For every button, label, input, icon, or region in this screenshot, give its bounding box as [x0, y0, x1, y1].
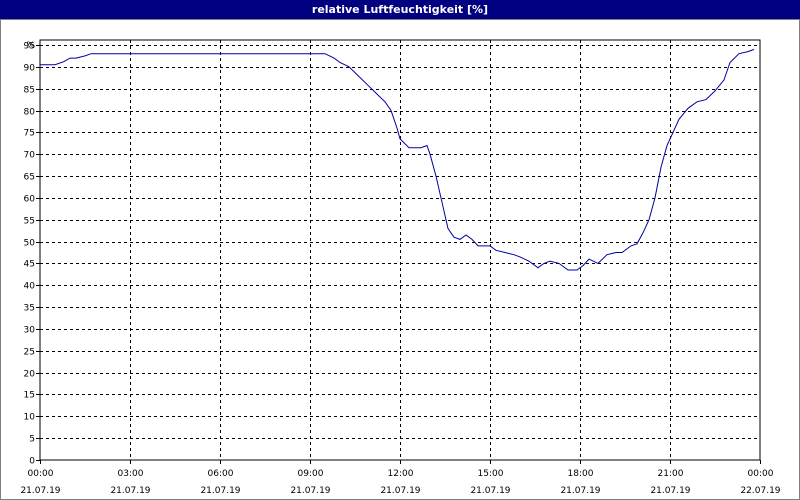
y-tick-label: 70 [24, 151, 36, 161]
y-tick-label: 90 [24, 64, 36, 74]
y-tick-label: 5 [29, 435, 35, 445]
x-tick-date-label: 21.07.19 [470, 486, 510, 496]
x-tick-date-label: 21.07.19 [110, 486, 150, 496]
y-tick-label: 75 [24, 129, 35, 139]
y-tick-label: 40 [24, 282, 36, 292]
x-tick-time-label: 00:00 [748, 469, 774, 479]
y-tick-label: 55 [24, 217, 35, 227]
y-tick-label: 20 [24, 370, 36, 380]
humidity-series-line [40, 48, 755, 271]
x-tick-time-label: 03:00 [118, 469, 144, 479]
axes [36, 39, 761, 464]
y-tick-label: 65 [24, 173, 35, 183]
y-tick-label: 45 [24, 260, 35, 270]
x-tick-time-label: 09:00 [298, 469, 324, 479]
y-tick-label: 30 [24, 326, 36, 336]
x-tick-date-label: 22.07.19 [740, 486, 780, 496]
x-tick-time-label: 00:00 [28, 469, 54, 479]
y-tick-label: 10 [24, 413, 36, 423]
y-tick-label: 15 [24, 391, 35, 401]
y-tick-label: 95 [24, 42, 35, 52]
y-tick-label: 0 [29, 457, 35, 467]
x-tick-time-label: 06:00 [208, 469, 234, 479]
chart-title: relative Luftfeuchtigkeit [%] [0, 0, 800, 19]
x-tick-date-label: 21.07.19 [560, 486, 600, 496]
x-tick-date-label: 21.07.19 [650, 486, 690, 496]
y-tick-label: 80 [24, 108, 36, 118]
tick-labels: 0 5 10 15 20 25 30 35 40 45 50 55 60 65 70 75 80 85 90 95 00… [20, 42, 780, 497]
x-tick-date-label: 21.07.19 [380, 486, 420, 496]
series-layer [40, 48, 755, 271]
y-tick-label: 60 [24, 195, 36, 205]
x-tick-date-label: 21.07.19 [20, 486, 60, 496]
x-tick-date-label: 21.07.19 [290, 486, 330, 496]
y-tick-label: 50 [24, 239, 36, 249]
x-tick-time-label: 15:00 [478, 469, 504, 479]
x-tick-time-label: 12:00 [388, 469, 414, 479]
grid [40, 40, 760, 460]
y-tick-label: 85 [24, 86, 35, 96]
y-tick-label: 25 [24, 348, 35, 358]
y-axis-unit-label: % [26, 41, 35, 51]
x-tick-date-label: 21.07.19 [200, 486, 240, 496]
x-tick-time-label: 18:00 [568, 469, 594, 479]
x-tick-time-label: 21:00 [658, 469, 684, 479]
y-tick-label: 35 [24, 304, 35, 314]
